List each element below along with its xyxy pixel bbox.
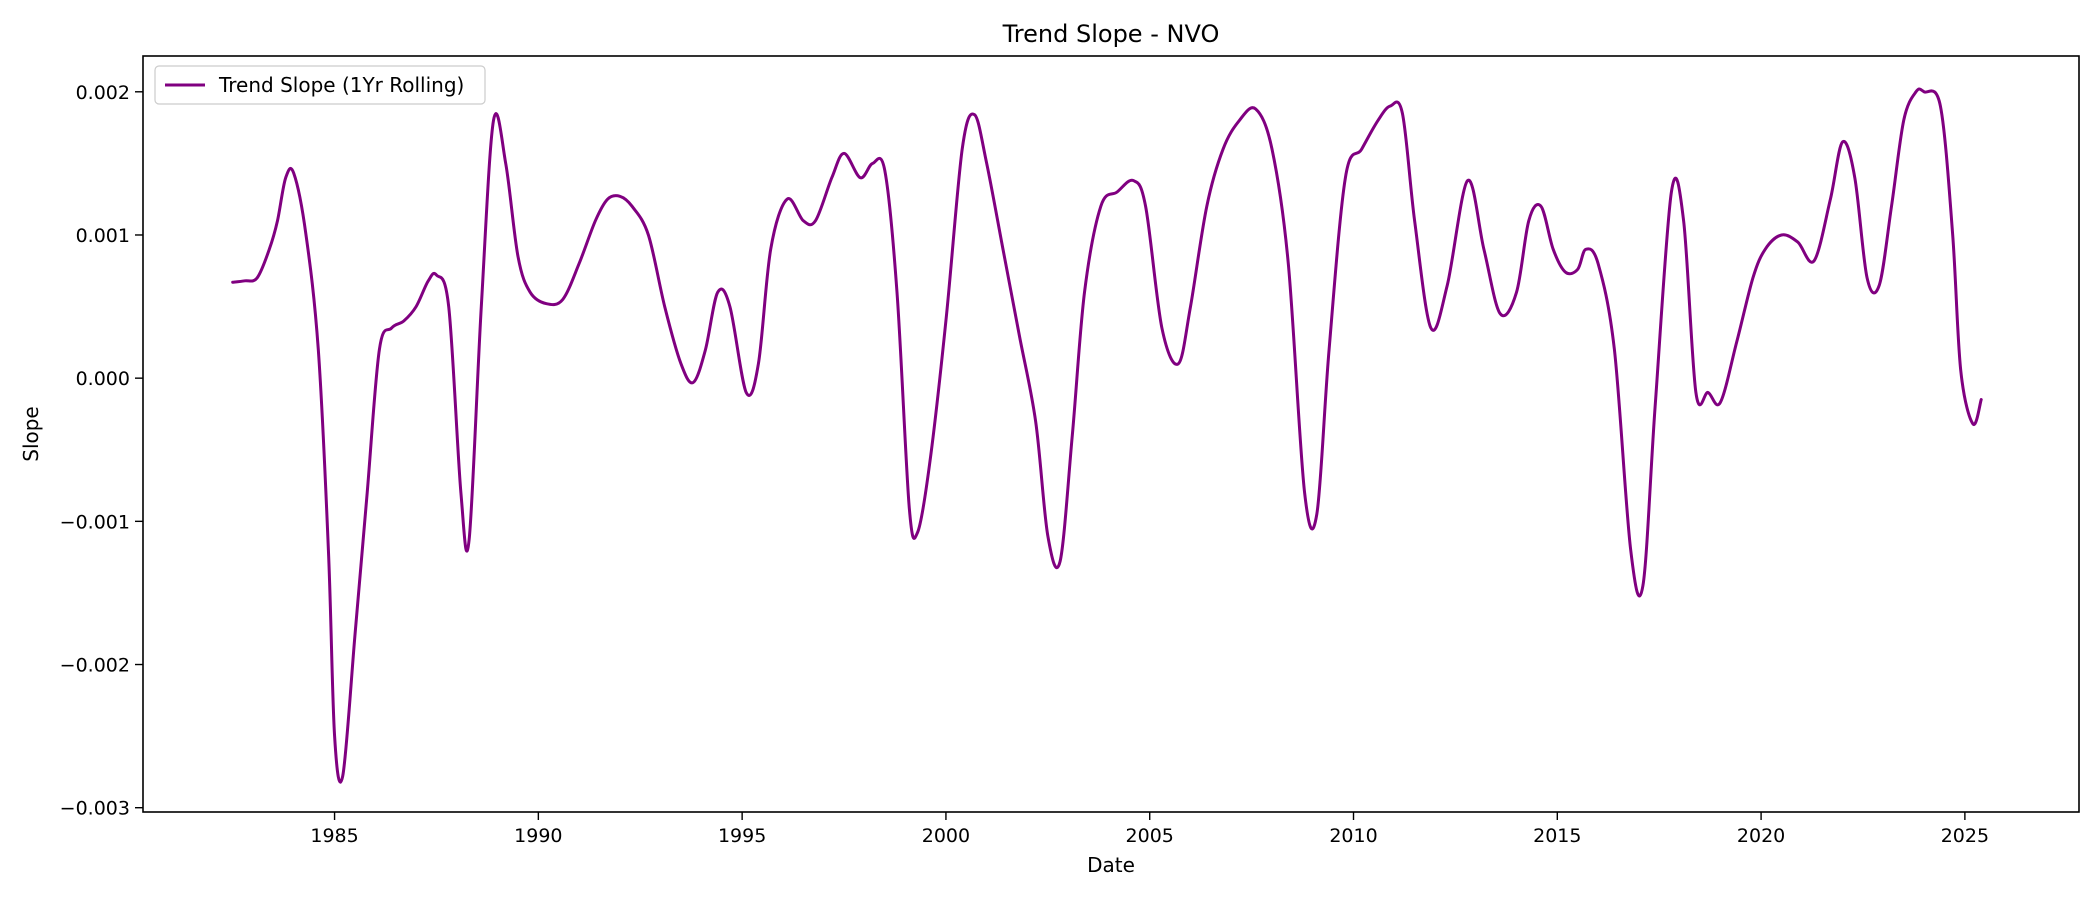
y-axis-ticks: −0.003 −0.002 −0.001 0.000 0.001 0.002	[60, 82, 143, 820]
x-tick-label: 1985	[310, 825, 358, 847]
chart-title: Trend Slope - NVO	[1002, 20, 1220, 48]
series-line-trend-slope	[231, 87, 1983, 784]
y-tick-label: 0.001	[76, 225, 130, 247]
x-tick-label: 2005	[1126, 825, 1174, 847]
legend-box	[154, 65, 486, 105]
axes-frame	[142, 55, 2080, 813]
y-tick-label: −0.002	[60, 655, 130, 677]
x-axis-ticks: 1985 1990 1995 2000 2005 2010 2015 2020 2025	[310, 812, 1989, 847]
x-tick-label: 2010	[1329, 825, 1377, 847]
x-tick-label: 2020	[1737, 825, 1785, 847]
x-tick-label: 2000	[922, 825, 970, 847]
x-tick-label: 2025	[1941, 825, 1989, 847]
plot-area: 1985 1990 1995 2000 2005 2010 2015 2020 2025 −0.…	[60, 55, 2080, 847]
y-tick-label: 0.002	[76, 82, 130, 104]
x-axis-title: Date	[1087, 853, 1135, 877]
y-axis-title: Slope	[19, 406, 43, 462]
x-tick-label: 1990	[514, 825, 562, 847]
y-tick-label: −0.001	[60, 511, 130, 533]
y-tick-label: −0.003	[60, 798, 130, 820]
y-tick-label: 0.000	[76, 368, 130, 390]
x-tick-label: 1995	[718, 825, 766, 847]
x-tick-label: 2015	[1533, 825, 1581, 847]
legend: Trend Slope (1Yr Rolling)	[154, 65, 486, 105]
legend-label: Trend Slope (1Yr Rolling)	[218, 73, 464, 97]
